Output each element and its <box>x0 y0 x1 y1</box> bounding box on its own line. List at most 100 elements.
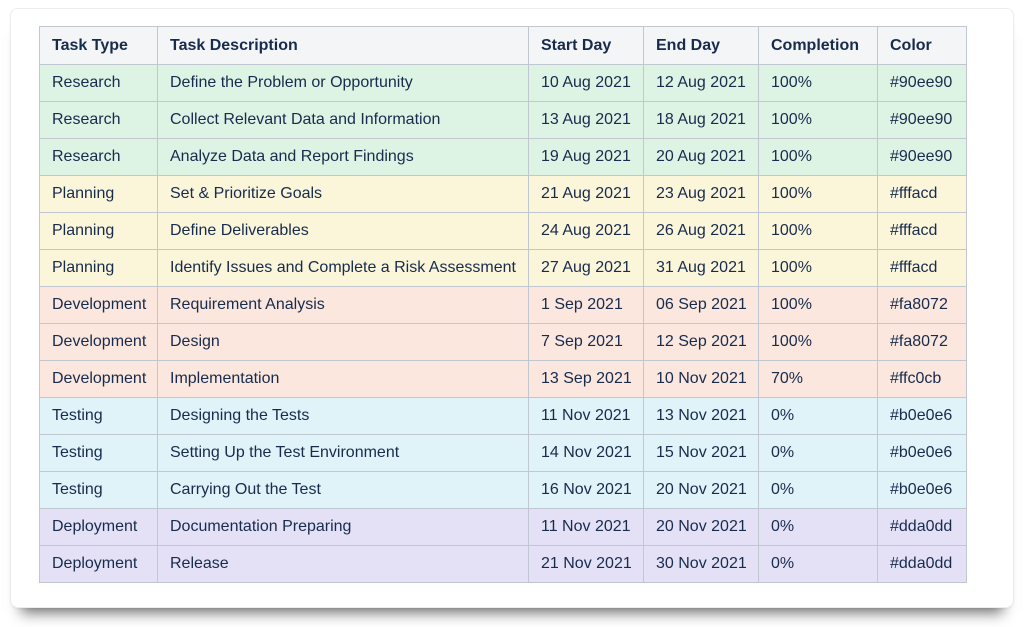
column-header-completion: Completion <box>758 26 878 65</box>
cell-completion: 70% <box>758 360 878 398</box>
cell-completion: 0% <box>758 397 878 435</box>
cell-start: 13 Sep 2021 <box>528 360 644 398</box>
cell-type: Research <box>39 101 158 139</box>
table-row: Testing Setting Up the Test Environment 14… <box>39 434 967 472</box>
cell-color: #fa8072 <box>877 323 967 361</box>
cell-end: 12 Aug 2021 <box>643 64 759 102</box>
cell-description: Release <box>157 545 529 583</box>
cell-start: 14 Nov 2021 <box>528 434 644 472</box>
cell-end: 30 Nov 2021 <box>643 545 759 583</box>
cell-description: Define Deliverables <box>157 212 529 250</box>
cell-type: Research <box>39 138 158 176</box>
table-row: Development Requirement Analysis 1 Sep 202… <box>39 286 967 324</box>
table-row: Research Define the Problem or Opportunit… <box>39 64 967 102</box>
cell-color: #b0e0e6 <box>877 397 967 435</box>
cell-type: Deployment <box>39 508 158 546</box>
cell-start: 24 Aug 2021 <box>528 212 644 250</box>
cell-type: Testing <box>39 471 158 509</box>
table-row: Research Analyze Data and Report Findings… <box>39 138 967 176</box>
cell-color: #b0e0e6 <box>877 471 967 509</box>
cell-start: 11 Nov 2021 <box>528 397 644 435</box>
cell-description: Requirement Analysis <box>157 286 529 324</box>
cell-description: Define the Problem or Opportunity <box>157 64 529 102</box>
cell-end: 31 Aug 2021 <box>643 249 759 287</box>
cell-completion: 0% <box>758 434 878 472</box>
cell-end: 20 Aug 2021 <box>643 138 759 176</box>
cell-end: 10 Nov 2021 <box>643 360 759 398</box>
table-card: Task Type Task Description Start Day End Da… <box>10 8 1014 608</box>
table-row: Development Implementation 13 Sep 2021 10 N… <box>39 360 967 398</box>
table-row: Planning Identify Issues and Complete a R… <box>39 249 967 287</box>
cell-type: Planning <box>39 249 158 287</box>
cell-type: Deployment <box>39 545 158 583</box>
cell-end: 06 Sep 2021 <box>643 286 759 324</box>
cell-color: #90ee90 <box>877 138 967 176</box>
table-row: Deployment Release 21 Nov 2021 30 Nov 2021 0… <box>39 545 967 583</box>
cell-description: Documentation Preparing <box>157 508 529 546</box>
table-header: Task Type Task Description Start Day End Da… <box>39 26 967 65</box>
cell-type: Development <box>39 323 158 361</box>
cell-start: 21 Nov 2021 <box>528 545 644 583</box>
cell-color: #dda0dd <box>877 545 967 583</box>
cell-end: 26 Aug 2021 <box>643 212 759 250</box>
cell-completion: 100% <box>758 323 878 361</box>
table-row: Testing Designing the Tests 11 Nov 2021 13 … <box>39 397 967 435</box>
cell-description: Design <box>157 323 529 361</box>
table-row: Research Collect Relevant Data and Inform… <box>39 101 967 139</box>
cell-description: Identify Issues and Complete a Risk Asse… <box>157 249 529 287</box>
cell-type: Testing <box>39 434 158 472</box>
cell-description: Carrying Out the Test <box>157 471 529 509</box>
column-header-start: Start Day <box>528 26 644 65</box>
cell-start: 11 Nov 2021 <box>528 508 644 546</box>
table-row: Planning Set & Prioritize Goals 21 Aug 202… <box>39 175 967 213</box>
cell-completion: 100% <box>758 286 878 324</box>
cell-color: #fffacd <box>877 212 967 250</box>
cell-end: 20 Nov 2021 <box>643 508 759 546</box>
cell-description: Implementation <box>157 360 529 398</box>
cell-type: Development <box>39 360 158 398</box>
table-row: Testing Carrying Out the Test 16 Nov 2021 2… <box>39 471 967 509</box>
cell-color: #ffc0cb <box>877 360 967 398</box>
cell-end: 23 Aug 2021 <box>643 175 759 213</box>
cell-color: #fffacd <box>877 249 967 287</box>
cell-end: 15 Nov 2021 <box>643 434 759 472</box>
cell-type: Research <box>39 64 158 102</box>
cell-type: Testing <box>39 397 158 435</box>
cell-description: Analyze Data and Report Findings <box>157 138 529 176</box>
cell-completion: 100% <box>758 175 878 213</box>
table-row: Development Design 7 Sep 2021 12 Sep 2021 10… <box>39 323 967 361</box>
cell-end: 12 Sep 2021 <box>643 323 759 361</box>
cell-completion: 0% <box>758 508 878 546</box>
cell-type: Development <box>39 286 158 324</box>
cell-completion: 100% <box>758 249 878 287</box>
cell-start: 21 Aug 2021 <box>528 175 644 213</box>
cell-completion: 100% <box>758 64 878 102</box>
cell-color: #fffacd <box>877 175 967 213</box>
cell-start: 7 Sep 2021 <box>528 323 644 361</box>
cell-description: Collect Relevant Data and Information <box>157 101 529 139</box>
cell-description: Set & Prioritize Goals <box>157 175 529 213</box>
cell-end: 13 Nov 2021 <box>643 397 759 435</box>
task-table-body: Research Define the Problem or Opportunit… <box>39 64 967 583</box>
cell-start: 13 Aug 2021 <box>528 101 644 139</box>
cell-start: 16 Nov 2021 <box>528 471 644 509</box>
cell-end: 20 Nov 2021 <box>643 471 759 509</box>
cell-completion: 0% <box>758 471 878 509</box>
table-row: Planning Define Deliverables 24 Aug 2021 26… <box>39 212 967 250</box>
column-header-description: Task Description <box>157 26 529 65</box>
cell-type: Planning <box>39 175 158 213</box>
cell-start: 27 Aug 2021 <box>528 249 644 287</box>
cell-color: #dda0dd <box>877 508 967 546</box>
cell-completion: 100% <box>758 101 878 139</box>
column-header-type: Task Type <box>39 26 158 65</box>
cell-start: 10 Aug 2021 <box>528 64 644 102</box>
column-header-end: End Day <box>643 26 759 65</box>
cell-color: #90ee90 <box>877 64 967 102</box>
cell-description: Setting Up the Test Environment <box>157 434 529 472</box>
table-row: Deployment Documentation Preparing 11 Nov … <box>39 508 967 546</box>
cell-start: 19 Aug 2021 <box>528 138 644 176</box>
cell-end: 18 Aug 2021 <box>643 101 759 139</box>
column-header-color: Color <box>877 26 967 65</box>
cell-color: #90ee90 <box>877 101 967 139</box>
cell-start: 1 Sep 2021 <box>528 286 644 324</box>
